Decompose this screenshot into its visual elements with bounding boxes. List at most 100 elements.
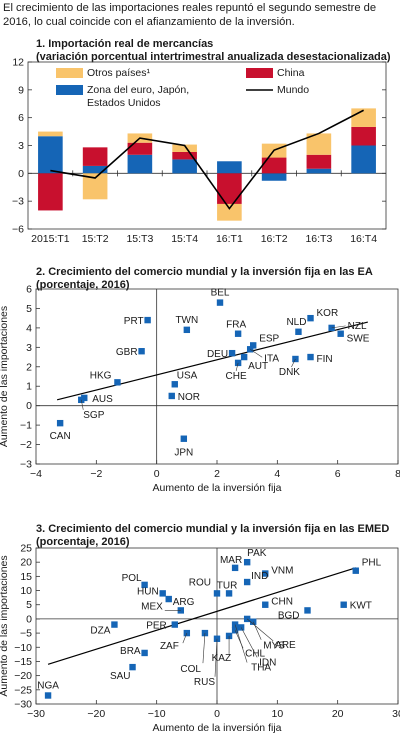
chart-3-point-chn [262,601,269,608]
chart-3-title: 3. Crecimiento del comercio mundial y la… [36,523,389,535]
chart-2-label-usa: USA [177,370,198,381]
intro-text: El crecimiento de las importaciones real… [3,2,377,28]
chart-3-leader-rus [214,638,218,677]
chart-1-ytick-label: −6 [12,224,24,236]
chart-2-point-twn [183,326,191,334]
chart-2-xtick-label: 2 [214,468,220,480]
chart-2-ytick-label: −1 [20,420,32,432]
chart-2-label-prt: PRT [124,316,144,327]
chart-3-point-per [171,621,178,628]
chart-1-bar-china-2 [127,142,153,155]
chart-3-ytick-label: 0 [26,613,32,625]
chart-2-xtick-label: 4 [274,468,280,480]
chart-3-label-col: COL [180,664,201,675]
chart-3-point-mar [231,564,239,572]
chart-1-legend-swatch-1 [246,68,273,78]
chart-3-ytick-label: −30 [14,699,32,711]
chart-3-xlabel: Aumento de la inversión fija [153,722,282,734]
chart-3-subtitle: (porcentaje, 2016) [36,536,130,548]
chart-2-label-sgp: SGP [83,410,104,421]
chart-3-label-chn: CHN [271,597,293,608]
chart-2-label-nor: NOR [178,392,200,403]
chart-3-label-mys: MYS [263,641,285,652]
chart-1-ytick-label: −3 [12,196,24,208]
chart-1-bar-zona-del-euro-3 [172,159,197,174]
chart-2-ytick-label: 2 [26,361,32,373]
chart-3-label-tur: TUR [217,580,238,591]
chart-2-label-aus: AUS [92,394,113,405]
chart-3-label-rus: RUS [194,677,215,688]
chart-2-leader-sgp [80,399,84,410]
chart-2-label-deu: DEU [207,349,228,360]
chart-3-ytick-label: −20 [14,670,32,682]
chart-3-point-phl [352,567,359,574]
chart-2-leader-dnk [291,358,296,368]
chart-2-ytick-label: 6 [26,284,32,296]
chart-3-point-tha [231,621,239,628]
chart-2-point-deu [228,349,236,357]
chart-3-label-bra: BRA [120,646,141,657]
chart-2-point-nor [168,392,175,400]
chart-3-label-are: ARE [275,640,296,651]
chart-2-point-dnk [292,355,299,363]
chart-3-label-idn: IDN [259,657,276,668]
chart-2-label-nzl: NZL [348,321,367,332]
chart-3-label-hun: HUN [137,586,159,597]
chart-3-leader-tha [234,624,248,663]
chart-3-leader-mys [252,621,262,640]
chart-3-point-hun [159,590,166,597]
chart-3-label-pol: POL [122,573,142,584]
chart-3-point-pol [141,581,148,589]
chart-2-ytick-label: 0 [26,400,32,412]
chart-1-bar-zona-del-euro-1 [82,165,108,174]
chart-3-xtick-label: 0 [214,708,220,720]
chart-3-ytick-label: −10 [14,642,32,654]
chart-3-ytick-label: 10 [20,585,32,597]
chart-1-bar-china-6 [306,154,332,169]
chart-1-xtick-label: 15:T3 [126,233,153,245]
chart-1-bar-zona-del-euro-4 [217,161,242,174]
chart-1-bar-zona-del-euro-5 [261,173,287,181]
chart-2-ytick-label: −2 [20,439,32,451]
chart-3-ytick-label: −5 [20,628,32,640]
chart-3-point-dza [111,621,118,628]
chart-2-point-hkg [114,379,121,386]
chart-3-xtick-label: −20 [87,708,105,720]
chart-2-ytick-label: 3 [26,342,32,354]
chart-3-ytick-label: −15 [14,656,32,668]
chart-3-label-ind: IND [251,571,268,582]
chart-1-legend-label-0: Otros países¹ [87,67,151,79]
chart-3-leader-idn [240,627,258,658]
chart-3-label-mex: MEX [141,601,163,612]
chart-3-label-zaf: ZAF [160,641,179,652]
chart-3-label-arg: ARG [173,597,195,608]
chart-3-label-phl: PHL [362,558,382,569]
chart-1-ytick-label: 6 [18,112,24,124]
chart-3-xtick-label: −30 [27,708,45,720]
chart-2-xtick-label: 8 [395,468,400,480]
chart-3-point-bgd [304,607,311,614]
chart-3-point-nga [44,692,52,699]
chart-2-xlabel: Aumento de la inversión fija [153,482,282,494]
chart-2-ytick-label: 4 [26,322,32,334]
chart-2-label-kor: KOR [317,308,339,319]
chart-3-label-tha: THA [251,663,271,674]
chart-3-point-vnm [262,570,269,577]
chart-1-bar-otros-pa-ses-3 [172,144,197,152]
chart-1-bar-china-7 [351,126,376,146]
chart-3-ytick-label: −25 [14,684,32,696]
chart-1-xtick-label: 2015:T1 [31,233,70,245]
chart-3-ytick-label: 25 [20,543,32,555]
chart-3-leader-col [202,633,206,664]
chart-3-label-kaz: KAZ [212,653,231,664]
chart-1-ytick-label: 9 [18,84,24,96]
chart-2-label-dnk: DNK [279,367,300,378]
chart-2-label-gbr: GBR [116,347,138,358]
chart-2-label-esp: ESP [259,333,279,344]
chart-2-leader-nzl [331,325,346,329]
chart-2-point-kor [307,314,314,322]
chart-2-point-fra [234,330,242,337]
chart-3-point-kwt [340,601,347,608]
